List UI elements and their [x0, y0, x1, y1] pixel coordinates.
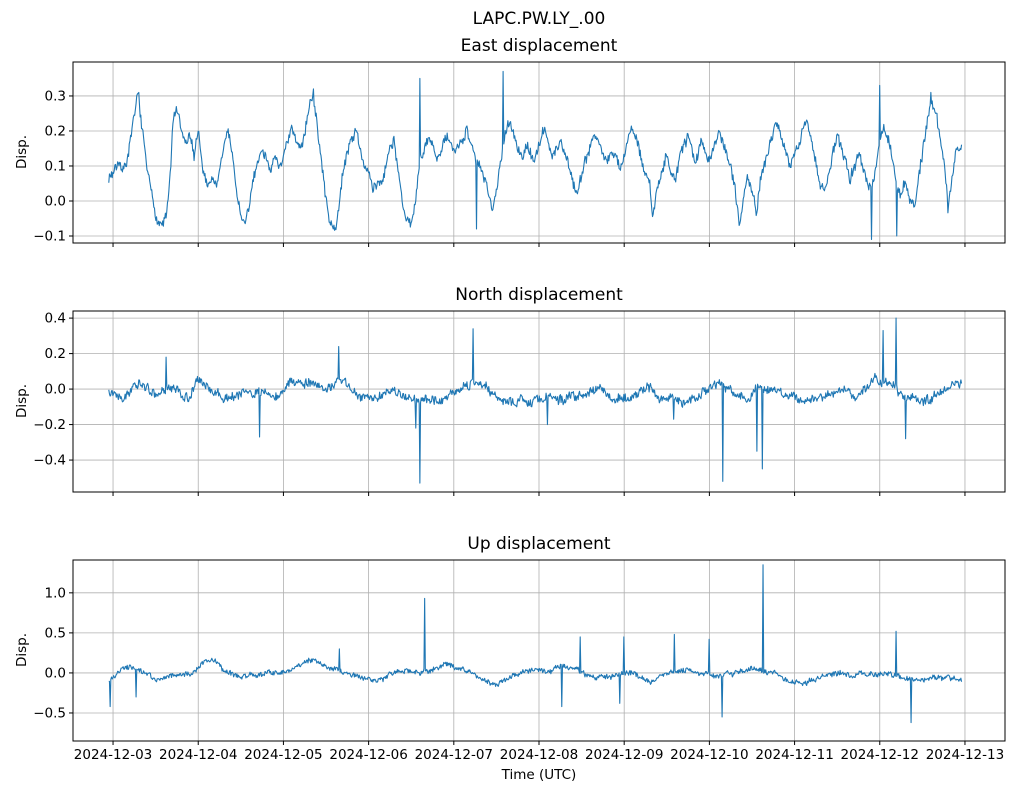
y-tick-label: 0.5 [45, 625, 66, 641]
x-tick-label: 2024-12-11 [755, 747, 833, 763]
x-tick-label: 2024-12-13 [926, 747, 1004, 763]
y-tick-label: −0.2 [33, 417, 66, 433]
x-tick-label: 2024-12-07 [415, 747, 493, 763]
y-tick-label: 0.2 [45, 346, 66, 362]
x-tick-label: 2024-12-09 [585, 747, 663, 763]
subplot-title-east: East displacement [460, 36, 618, 56]
y-tick-label: 0.0 [45, 193, 66, 209]
figure-suptitle: LAPC.PW.LY_.00 [472, 9, 606, 29]
y-tick-label: 0.0 [45, 382, 66, 398]
y-tick-label: 1.0 [45, 585, 66, 601]
x-tick-label: 2024-12-10 [670, 747, 748, 763]
y-tick-label: −0.4 [33, 453, 66, 469]
subplot-title-up: Up displacement [467, 534, 611, 554]
x-tick-label: 2024-12-04 [159, 747, 237, 763]
x-tick-label: 2024-12-06 [329, 747, 407, 763]
y-tick-label: 0.1 [45, 158, 66, 174]
series-line-east [108, 70, 963, 241]
y-tick-label: 0.0 [45, 665, 66, 681]
series-line-north [108, 317, 963, 484]
x-tick-label: 2024-12-03 [74, 747, 152, 763]
series-line-up [108, 564, 963, 724]
subplot-title-north: North displacement [455, 285, 623, 305]
x-tick-label: 2024-12-08 [500, 747, 578, 763]
y-tick-label: 0.2 [45, 123, 66, 139]
x-tick-label: 2024-12-05 [244, 747, 322, 763]
x-tick-label: 2024-12-12 [841, 747, 919, 763]
y-tick-label: 0.4 [45, 311, 66, 327]
y-tick-label: −0.5 [33, 705, 66, 721]
y-tick-label: 0.3 [45, 88, 66, 104]
x-axis-label: Time (UTC) [501, 767, 577, 783]
y-tick-label: −0.1 [33, 228, 66, 244]
